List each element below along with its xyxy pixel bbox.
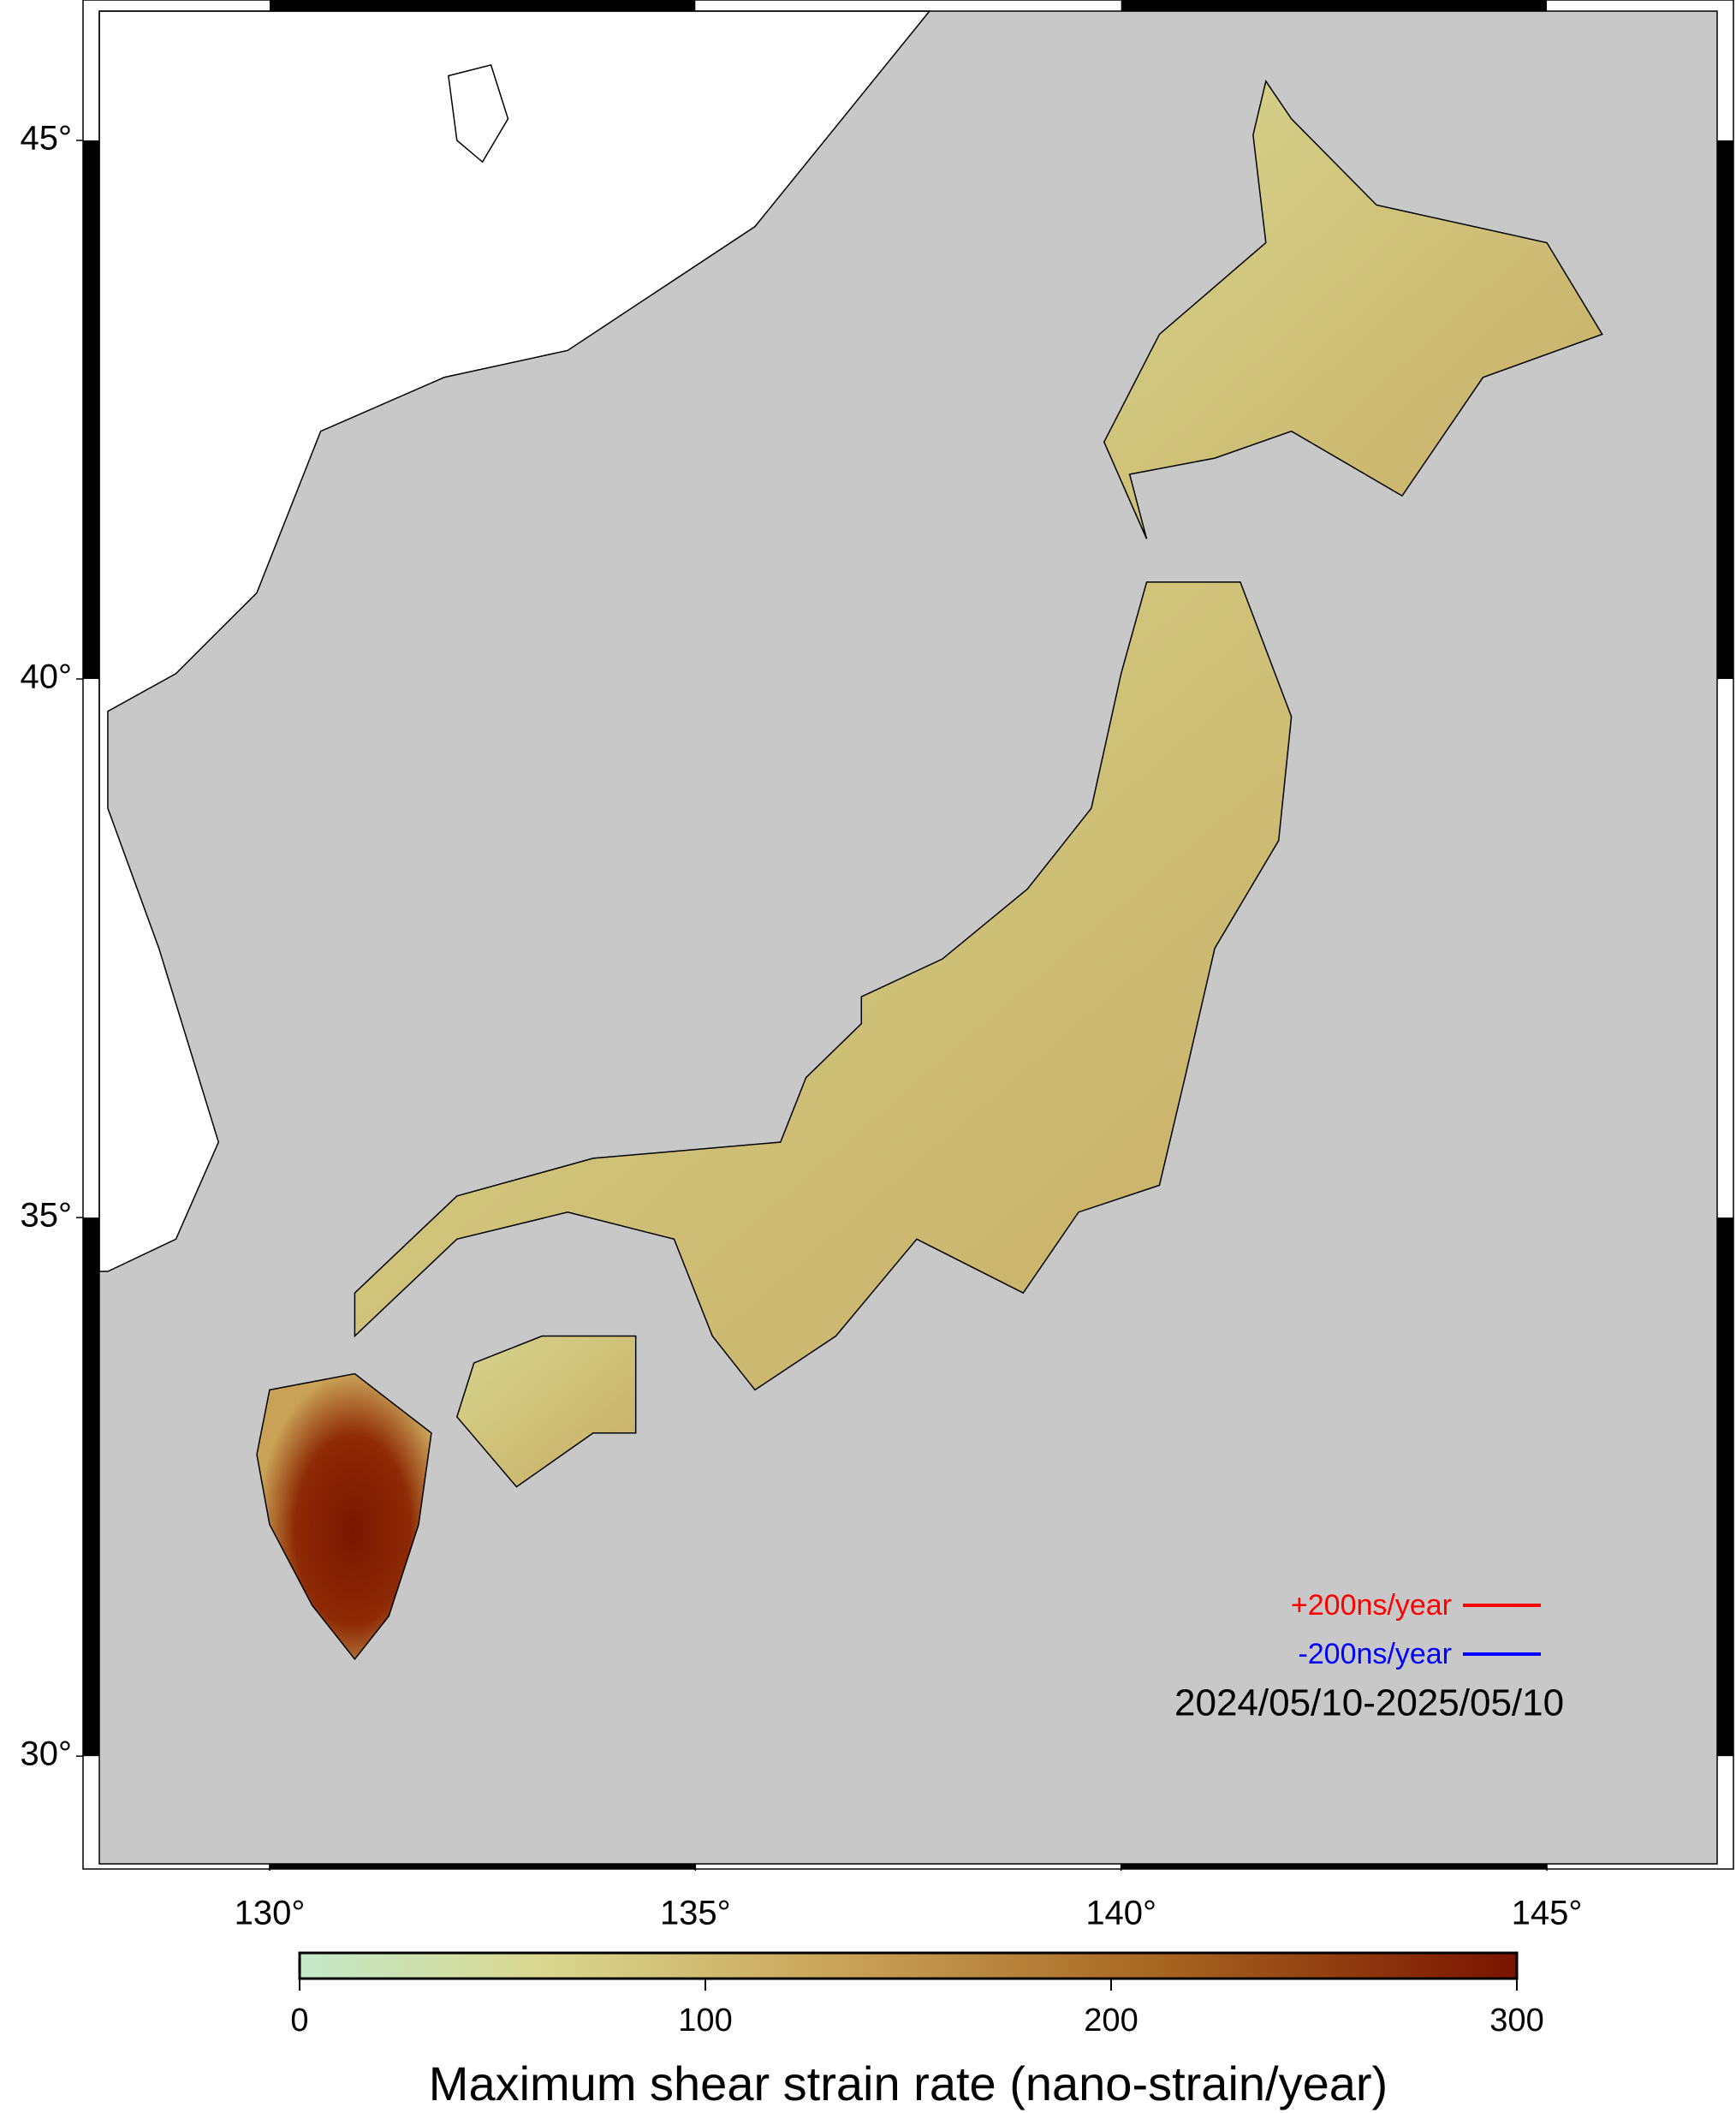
lat-tick-label: 40° [21,658,73,696]
colorbar-tick-label: 100 [678,2003,732,2039]
frame-inner [98,10,1718,1865]
colorbar [298,1951,1519,1980]
lon-tick-label: 145° [1512,1895,1583,1932]
frame-band [1121,1864,1548,1869]
honshu [354,581,1293,1391]
lat-tick-label: 35° [21,1197,73,1235]
frame-band [83,1217,99,1757]
lon-tick-label: 140° [1085,1895,1156,1932]
lon-tick-label: 130° [235,1895,306,1932]
shikoku [455,1335,637,1488]
frame-band [1717,1217,1733,1757]
colorbar-tick-label: 300 [1489,2003,1543,2039]
frame-band [269,1864,696,1869]
colorbar-tick-label: 0 [290,2003,308,2039]
lat-tick-label: 45° [21,120,73,158]
frame-band [1717,140,1733,680]
map-area [98,10,1717,1864]
legend-negative: -200ns/year [1298,1638,1452,1670]
frame-band [269,0,696,11]
colorbar-label: Maximum shear strain rate (nano-strain/y… [429,2056,1388,2110]
continent [98,10,931,1272]
frame-band [83,140,99,680]
lon-tick-label: 135° [660,1895,731,1932]
frame-band [1121,0,1548,11]
frame-outer [82,0,1734,1870]
colorbar-tick-label: 200 [1084,2003,1138,2039]
island [448,64,509,164]
legend-period: 2024/05/10-2025/05/10 [1174,1682,1564,1724]
lat-tick-label: 30° [21,1735,73,1773]
kyushu [256,1372,432,1661]
legend-positive: +200ns/year [1291,1589,1452,1622]
hokkaido [1103,79,1603,539]
